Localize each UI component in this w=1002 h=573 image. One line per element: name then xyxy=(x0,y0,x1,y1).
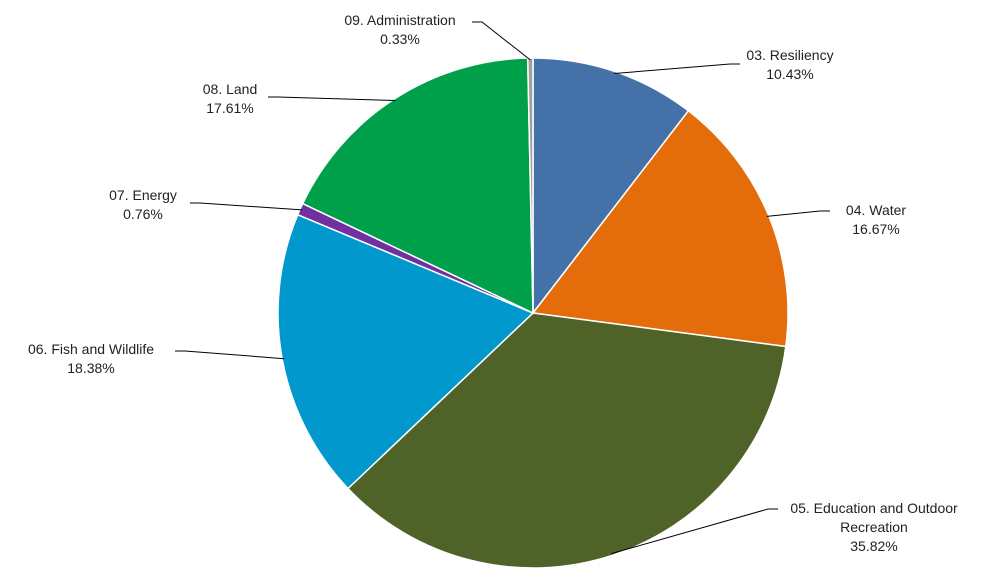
slice-label-land: 08. Land 17.61% xyxy=(203,81,258,116)
leader-line-water xyxy=(766,210,830,217)
slice-label-education-and-outdoor-recreation: 05. Education and Outdoor Recreation 35.82… xyxy=(790,500,958,554)
leader-lines xyxy=(175,21,830,555)
slice-percent: 18.38% xyxy=(67,360,114,376)
slice-percent: 16.67% xyxy=(852,221,899,237)
leader-line-administration xyxy=(472,21,531,61)
leader-line-fish-and-wildlife xyxy=(175,350,285,360)
slice-percent: 0.33% xyxy=(380,31,420,47)
slice-category: 03. Resiliency xyxy=(746,47,833,63)
pie-slice-land xyxy=(301,57,534,315)
slice-percent: 0.76% xyxy=(123,206,163,222)
leader-line-energy xyxy=(190,202,303,211)
slice-category: 06. Fish and Wildlife xyxy=(28,341,154,357)
slice-percent: 17.61% xyxy=(206,100,253,116)
slice-percent: 35.82% xyxy=(850,538,897,554)
slice-label-administration: 09. Administration 0.33% xyxy=(344,12,455,47)
pie-slices xyxy=(277,57,789,569)
slice-category: Recreation xyxy=(840,519,908,535)
slice-percent: 10.43% xyxy=(766,66,813,82)
slice-category: 05. Education and Outdoor xyxy=(790,500,958,516)
slice-category: 08. Land xyxy=(203,81,258,97)
slice-category: 09. Administration xyxy=(344,12,455,28)
leader-line-education-and-outdoor-recreation xyxy=(610,508,778,555)
slice-label-fish-and-wildlife: 06. Fish and Wildlife 18.38% xyxy=(28,341,154,376)
pie-slice-education-and-outdoor-recreation xyxy=(346,312,787,569)
slice-category: 04. Water xyxy=(846,202,907,218)
slice-category: 07. Energy xyxy=(109,187,177,203)
pie-slice-water xyxy=(531,109,789,348)
slice-label-energy: 07. Energy 0.76% xyxy=(109,187,177,222)
pie-slice-resiliency xyxy=(532,57,690,316)
leader-line-resiliency xyxy=(614,63,740,74)
slice-labels: 03. Resiliency 10.43% 04. Water 16.67% 05. E… xyxy=(28,12,958,554)
slice-label-resiliency: 03. Resiliency 10.43% xyxy=(746,47,833,82)
leader-line-land xyxy=(268,96,396,101)
slice-label-water: 04. Water 16.67% xyxy=(846,202,907,237)
